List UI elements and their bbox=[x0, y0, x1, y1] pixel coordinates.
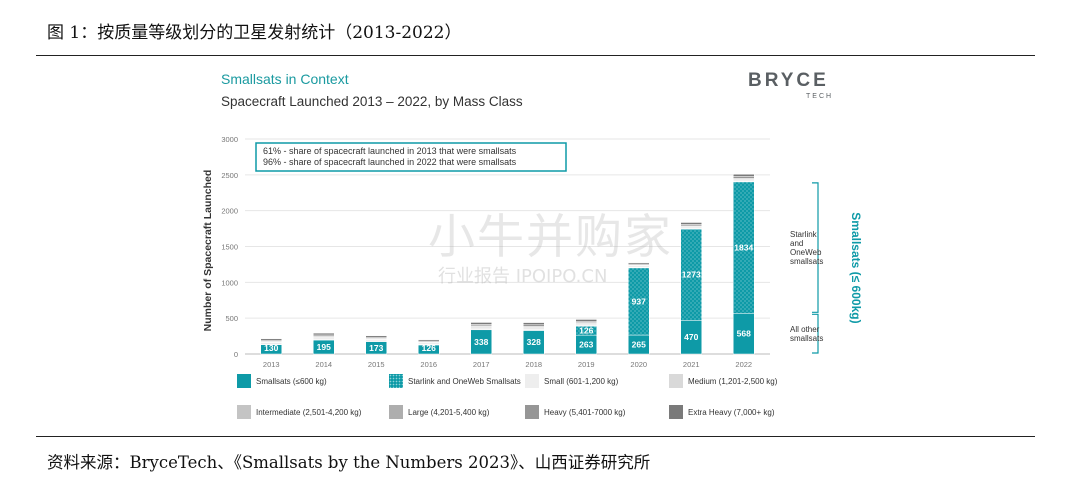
annotation-line: 61% - share of spacecraft launched in 20… bbox=[263, 146, 517, 156]
watermark-sub: 行业报告 IPOIPO.CN bbox=[438, 266, 608, 287]
legend-item-smallsats: Smallsats (≤600 kg) bbox=[237, 374, 327, 388]
x-tick-label: 2021 bbox=[683, 360, 700, 369]
y-tick-label: 500 bbox=[225, 314, 238, 323]
legend-item-medium: Medium (1,201-2,500 kg) bbox=[669, 374, 777, 388]
x-tick-label: 2014 bbox=[315, 360, 332, 369]
data-label: 173 bbox=[369, 343, 383, 353]
bar-segment-extraheavy bbox=[365, 335, 387, 338]
legend-label: Intermediate (2,501-4,200 kg) bbox=[256, 407, 362, 417]
bracket-label: and bbox=[790, 239, 803, 248]
legend-label: Small (601-1,200 kg) bbox=[544, 376, 619, 386]
data-label: 338 bbox=[474, 337, 488, 347]
data-label: 470 bbox=[684, 332, 698, 342]
chart-subtitle: Spacecraft Launched 2013 – 2022, by Mass… bbox=[221, 94, 523, 109]
legend-label: Extra Heavy (7,000+ kg) bbox=[688, 407, 775, 417]
legend-swatch bbox=[669, 374, 683, 388]
legend-item-small: Small (601-1,200 kg) bbox=[525, 374, 618, 388]
legend-swatch bbox=[525, 405, 539, 419]
bracket bbox=[812, 182, 819, 313]
bracket-label: OneWeb bbox=[790, 248, 822, 257]
x-tick-label: 2019 bbox=[578, 360, 595, 369]
y-axis-label: Number of Spacecraft Launched bbox=[202, 170, 214, 332]
x-tick-label: 2022 bbox=[735, 360, 752, 369]
legend-swatch bbox=[237, 405, 251, 419]
data-label: 265 bbox=[632, 340, 646, 350]
legend-label: Medium (1,201-2,500 kg) bbox=[688, 376, 778, 386]
legend-label: Smallsats (≤600 kg) bbox=[256, 376, 327, 386]
y-tick-label: 2000 bbox=[221, 207, 238, 216]
legend-label: Starlink and OneWeb Smallsats bbox=[408, 376, 521, 386]
legend-swatch bbox=[389, 405, 403, 419]
top-rule bbox=[36, 55, 1035, 56]
bar-segment-extraheavy bbox=[575, 319, 597, 322]
data-label: 195 bbox=[317, 342, 331, 352]
y-tick-label: 2500 bbox=[221, 171, 238, 180]
data-label: 328 bbox=[527, 337, 541, 347]
annotation-line: 96% - share of spacecraft launched in 20… bbox=[263, 157, 517, 167]
side-label: Smallsats (≤ 600kg) bbox=[849, 212, 863, 323]
bar-segment-extraheavy bbox=[523, 322, 545, 326]
chart-title: Smallsats in Context bbox=[221, 71, 349, 87]
legend-swatch bbox=[237, 374, 251, 388]
annotation-box bbox=[255, 142, 567, 172]
legend-swatch bbox=[389, 374, 403, 388]
data-label: 568 bbox=[737, 329, 751, 339]
legend-item-starlink: Starlink and OneWeb Smallsats bbox=[389, 374, 521, 388]
y-tick-label: 1000 bbox=[221, 278, 238, 287]
bar-segment-extraheavy bbox=[260, 338, 282, 341]
legend-swatch bbox=[669, 405, 683, 419]
figure-title: 图 1：按质量等级划分的卫星发射统计（2013-2022） bbox=[47, 23, 462, 43]
bar-segment-heavy bbox=[733, 176, 755, 179]
bottom-rule bbox=[36, 436, 1035, 437]
legend-label: Large (4,201-5,400 kg) bbox=[408, 407, 490, 417]
data-label: 1834 bbox=[734, 243, 753, 253]
bar-segment-extraheavy bbox=[313, 332, 335, 336]
legend-item-extraheavy: Extra Heavy (7,000+ kg) bbox=[669, 405, 774, 419]
bracket-label: smallsats bbox=[790, 334, 823, 343]
figure-source: 资料来源：BryceTech、《Smallsats by the Numbers… bbox=[47, 453, 651, 472]
bracket-label: smallsats bbox=[790, 257, 823, 266]
bar-segment-extraheavy bbox=[418, 339, 440, 342]
chart-panel: Smallsats in Context Spacecraft Launched… bbox=[203, 62, 868, 432]
x-tick-label: 2020 bbox=[630, 360, 647, 369]
x-tick-label: 2015 bbox=[368, 360, 385, 369]
data-label: 126 bbox=[579, 326, 593, 336]
x-tick-label: 2013 bbox=[263, 360, 280, 369]
watermark-main: 小牛并购家 bbox=[428, 210, 673, 265]
data-label: 1273 bbox=[682, 270, 701, 280]
bar-segment-extraheavy bbox=[680, 222, 702, 225]
legend-item-heavy: Heavy (5,401-7000 kg) bbox=[525, 405, 625, 419]
data-label: 263 bbox=[579, 340, 593, 350]
x-tick-label: 2018 bbox=[525, 360, 542, 369]
data-label: 130 bbox=[264, 343, 278, 353]
data-label: 937 bbox=[632, 296, 646, 306]
bar-segment-extraheavy bbox=[733, 174, 755, 177]
x-tick-label: 2017 bbox=[473, 360, 490, 369]
legend-swatch bbox=[525, 374, 539, 388]
bracket-label: Starlink bbox=[790, 230, 818, 239]
y-tick-label: 0 bbox=[234, 350, 238, 359]
x-tick-label: 2016 bbox=[420, 360, 437, 369]
legend-item-intermediate: Intermediate (2,501-4,200 kg) bbox=[237, 405, 361, 419]
y-tick-label: 3000 bbox=[221, 135, 238, 144]
legend-item-large: Large (4,201-5,400 kg) bbox=[389, 405, 489, 419]
bar-segment-extraheavy bbox=[470, 322, 492, 325]
brycetech-logo: BRYCE TECH bbox=[748, 70, 858, 104]
data-label: 126 bbox=[422, 343, 436, 353]
legend-label: Heavy (5,401-7000 kg) bbox=[544, 407, 626, 417]
bracket-label: All other bbox=[790, 325, 820, 334]
logo-main-text: BRYCE bbox=[748, 70, 829, 91]
bracket bbox=[812, 313, 819, 354]
bar-segment-extraheavy bbox=[628, 262, 650, 265]
logo-sub-text: TECH bbox=[806, 93, 834, 100]
y-tick-label: 1500 bbox=[221, 243, 238, 252]
